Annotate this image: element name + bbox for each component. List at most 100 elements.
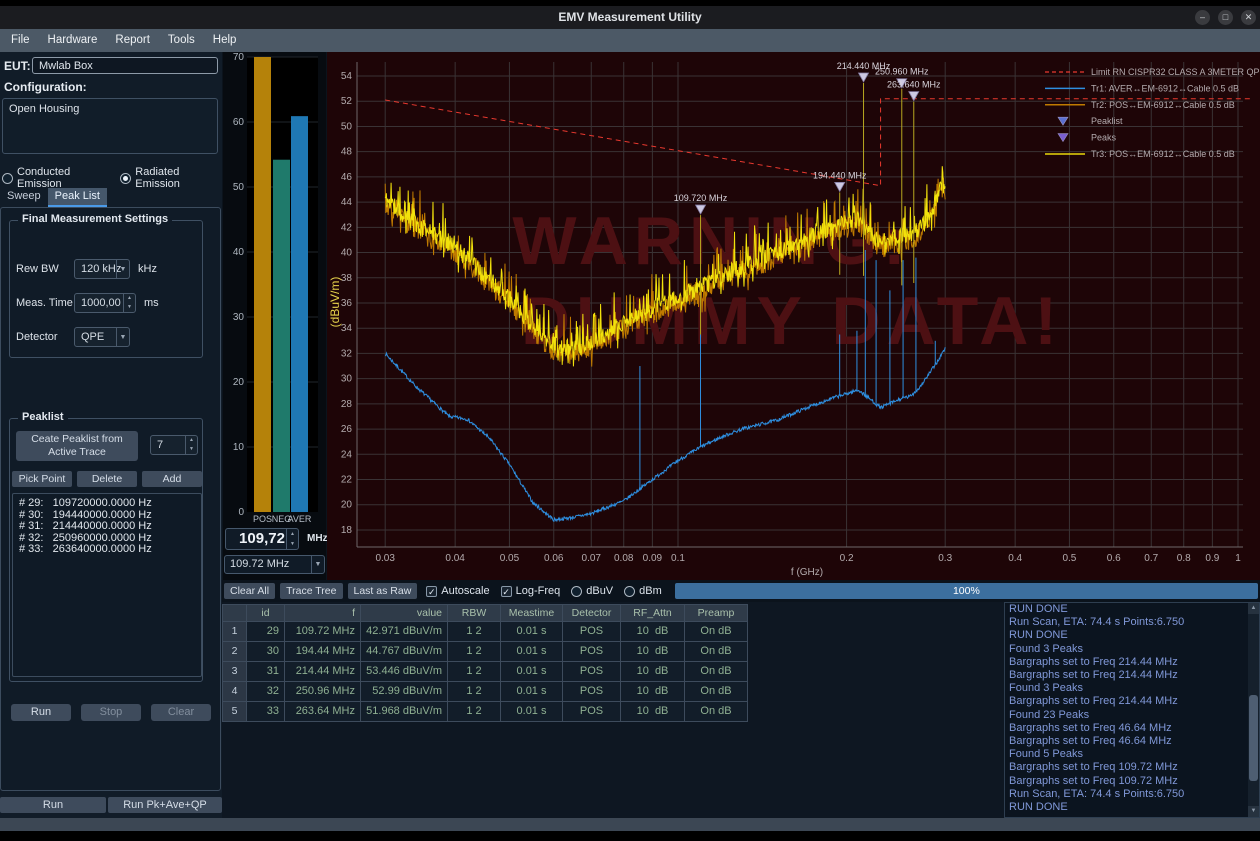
table-cell[interactable]: On dB xyxy=(685,682,748,702)
rew-bw-dropdown[interactable]: 120 kHz ▼ xyxy=(74,259,130,279)
table-cell[interactable]: 0.01 s xyxy=(501,642,563,662)
run-bottom-button[interactable]: Run xyxy=(0,797,106,813)
table-cell[interactable]: 1 2 xyxy=(448,702,501,722)
table-cell[interactable]: 0.01 s xyxy=(501,622,563,642)
bargraph-frequency-spinbox[interactable]: 109,72 ▲▼ xyxy=(225,528,299,550)
menu-hardware[interactable]: Hardware xyxy=(39,29,107,52)
table-cell[interactable]: 10 dB xyxy=(621,702,685,722)
peak-marker-icon[interactable] xyxy=(859,73,869,82)
table-cell[interactable]: 30 xyxy=(247,642,285,662)
peaklist-entry[interactable]: # 29: 109720000.0000 Hz xyxy=(19,498,195,510)
row-number[interactable]: 2 xyxy=(223,642,247,662)
row-number[interactable]: 4 xyxy=(223,682,247,702)
table-cell[interactable]: On dB xyxy=(685,702,748,722)
log-freq-checkbox[interactable]: ✓ Log-Freq xyxy=(501,585,561,597)
create-peaklist-button[interactable]: Ceate Peaklist from Active Trace xyxy=(16,431,138,461)
meas-time-spinbox[interactable]: 1000,00 ▲▼ xyxy=(74,293,136,313)
add-button[interactable]: Add xyxy=(142,471,202,487)
table-cell[interactable]: POS xyxy=(563,682,621,702)
table-cell[interactable]: POS xyxy=(563,702,621,722)
scroll-down-icon[interactable]: ▼ xyxy=(1248,806,1259,817)
table-cell[interactable]: 33 xyxy=(247,702,285,722)
table-cell[interactable]: 10 dB xyxy=(621,682,685,702)
table-cell[interactable]: 0.01 s xyxy=(501,702,563,722)
table-cell[interactable]: On dB xyxy=(685,662,748,682)
delete-button[interactable]: Delete xyxy=(77,471,137,487)
column-header[interactable]: Preamp xyxy=(685,605,748,622)
table-cell[interactable]: 10 dB xyxy=(621,642,685,662)
column-header[interactable]: RF_Attn xyxy=(621,605,685,622)
stop-button[interactable]: Stop xyxy=(81,704,141,721)
pick-point-button[interactable]: Pick Point xyxy=(12,471,72,487)
results-table[interactable]: idfvalueRBWMeastimeDetectorRF_AttnPreamp… xyxy=(222,604,748,722)
spinner-arrows-icon[interactable]: ▲▼ xyxy=(185,436,197,454)
table-cell[interactable]: 1 2 xyxy=(448,662,501,682)
table-cell[interactable]: 51.968 dBuV/m xyxy=(361,702,448,722)
table-cell[interactable]: 53.446 dBuV/m xyxy=(361,662,448,682)
last-as-raw-button[interactable]: Last as Raw xyxy=(348,583,418,599)
radio-conducted-emission[interactable]: Conducted Emission xyxy=(2,166,110,190)
table-cell[interactable]: 0.01 s xyxy=(501,662,563,682)
clear-button[interactable]: Clear xyxy=(151,704,211,721)
peaklist-entry[interactable]: # 31: 214440000.0000 Hz xyxy=(19,521,195,533)
peaklist-entry[interactable]: # 33: 263640000.0000 Hz xyxy=(19,544,195,556)
peaklist-listbox[interactable]: # 29: 109720000.0000 Hz# 30: 194440000.0… xyxy=(12,493,202,677)
column-header[interactable]: Meastime xyxy=(501,605,563,622)
column-header[interactable]: RBW xyxy=(448,605,501,622)
detector-dropdown[interactable]: QPE ▼ xyxy=(74,327,130,347)
log-scrollbar[interactable]: ▲ ▼ xyxy=(1248,603,1259,817)
table-cell[interactable]: POS xyxy=(563,662,621,682)
table-cell[interactable]: 32 xyxy=(247,682,285,702)
table-cell[interactable]: 44.767 dBuV/m xyxy=(361,642,448,662)
dbuv-radio[interactable]: dBuV xyxy=(571,585,613,597)
table-cell[interactable]: 52.99 dBuV/m xyxy=(361,682,448,702)
log-panel[interactable]: RUN DONERun Scan, ETA: 74.4 s Points:6.7… xyxy=(1004,602,1260,818)
menu-file[interactable]: File xyxy=(2,29,39,52)
emission-spectrum-chart[interactable]: 182022242628303234363840424446485052540.… xyxy=(327,52,1260,580)
spinner-arrows-icon[interactable]: ▲▼ xyxy=(123,294,135,312)
bargraph-frequency-dropdown[interactable]: 109.72 MHz ▼ xyxy=(224,555,325,574)
table-cell[interactable]: 263.64 MHz xyxy=(285,702,361,722)
table-row[interactable]: 432250.96 MHz52.99 dBuV/m1 20.01 sPOS10 … xyxy=(223,682,748,702)
row-number[interactable]: 3 xyxy=(223,662,247,682)
close-icon[interactable]: ✕ xyxy=(1241,10,1256,25)
spinner-arrows-icon[interactable]: ▲▼ xyxy=(286,529,298,549)
table-cell[interactable]: POS xyxy=(563,642,621,662)
table-row[interactable]: 331214.44 MHz53.446 dBuV/m1 20.01 sPOS10… xyxy=(223,662,748,682)
column-header[interactable]: f xyxy=(285,605,361,622)
tab-peak-list[interactable]: Peak List xyxy=(48,188,107,207)
menu-help[interactable]: Help xyxy=(204,29,246,52)
column-header[interactable]: id xyxy=(247,605,285,622)
run-pk-ave-qp-button[interactable]: Run Pk+Ave+QP xyxy=(108,797,222,813)
table-cell[interactable]: 194.44 MHz xyxy=(285,642,361,662)
menu-report[interactable]: Report xyxy=(106,29,159,52)
table-cell[interactable]: 214.44 MHz xyxy=(285,662,361,682)
run-button[interactable]: Run xyxy=(11,704,71,721)
autoscale-checkbox[interactable]: ✓ Autoscale xyxy=(426,585,489,597)
table-cell[interactable]: POS xyxy=(563,622,621,642)
table-cell[interactable]: On dB xyxy=(685,642,748,662)
peak-marker-icon[interactable] xyxy=(835,182,845,191)
trace-tree-button[interactable]: Trace Tree xyxy=(280,583,342,599)
row-number[interactable]: 1 xyxy=(223,622,247,642)
table-cell[interactable]: 10 dB xyxy=(621,662,685,682)
table-row[interactable]: 533263.64 MHz51.968 dBuV/m1 20.01 sPOS10… xyxy=(223,702,748,722)
table-cell[interactable]: On dB xyxy=(685,622,748,642)
peak-marker-icon[interactable] xyxy=(909,92,919,101)
table-cell[interactable]: 10 dB xyxy=(621,622,685,642)
table-cell[interactable]: 1 2 xyxy=(448,682,501,702)
configuration-textarea[interactable]: Open Housing xyxy=(2,98,218,154)
dbm-radio[interactable]: dBm xyxy=(624,585,662,597)
table-cell[interactable]: 250.96 MHz xyxy=(285,682,361,702)
clear-all-button[interactable]: Clear All xyxy=(224,583,275,599)
scroll-up-icon[interactable]: ▲ xyxy=(1248,603,1259,614)
column-header[interactable]: Detector xyxy=(563,605,621,622)
table-cell[interactable]: 1 2 xyxy=(448,622,501,642)
menu-tools[interactable]: Tools xyxy=(159,29,204,52)
column-header[interactable]: value xyxy=(361,605,448,622)
peak-count-spinbox[interactable]: 7 ▲▼ xyxy=(150,435,198,455)
table-cell[interactable]: 109.72 MHz xyxy=(285,622,361,642)
table-cell[interactable]: 42.971 dBuV/m xyxy=(361,622,448,642)
table-cell[interactable]: 1 2 xyxy=(448,642,501,662)
table-row[interactable]: 230194.44 MHz44.767 dBuV/m1 20.01 sPOS10… xyxy=(223,642,748,662)
